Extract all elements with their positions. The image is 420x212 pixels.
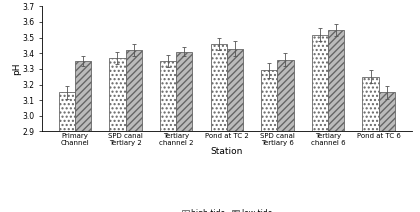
Bar <box>109 58 126 212</box>
Bar <box>126 50 142 212</box>
Bar <box>176 52 192 212</box>
Bar <box>59 92 75 212</box>
Bar <box>277 60 294 212</box>
Y-axis label: pH: pH <box>12 63 21 75</box>
Bar <box>261 70 277 212</box>
Bar <box>312 35 328 212</box>
Bar <box>362 77 378 212</box>
X-axis label: Station: Station <box>210 147 243 156</box>
Legend: high tide, low tide: high tide, low tide <box>181 209 272 212</box>
Bar <box>227 49 243 212</box>
Bar <box>378 92 395 212</box>
Bar <box>210 44 227 212</box>
Bar <box>75 61 91 212</box>
Bar <box>160 61 176 212</box>
Bar <box>328 30 344 212</box>
